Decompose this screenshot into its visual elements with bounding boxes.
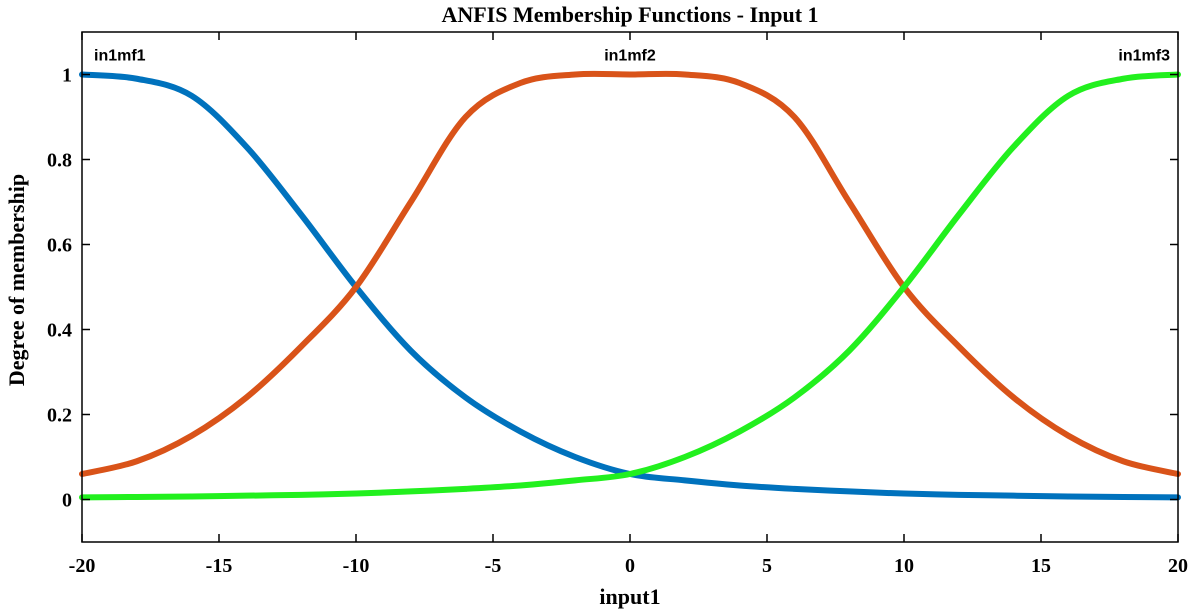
ticks-layer: -20 -15 -10 -5 0 5 10 15 20 0 0.2 0.4 0.6 0.8 1 (47, 32, 1188, 577)
y-axis-title: Degree of membership (4, 174, 29, 386)
mf-label-in1mf2: in1mf2 (604, 48, 656, 65)
chart-title: ANFIS Membership Functions - Input 1 (441, 2, 818, 27)
plot-area (82, 32, 1178, 542)
y-tick-label: 0.6 (47, 235, 72, 257)
x-tick-label: -10 (343, 555, 370, 577)
x-tick-label: -15 (206, 555, 233, 577)
y-tick-label: 1 (62, 65, 72, 87)
x-tick-label: 10 (894, 555, 914, 577)
y-tick-label: 0.2 (47, 405, 72, 427)
mf-label-in1mf3: in1mf3 (1118, 48, 1170, 65)
x-tick-label: -20 (69, 555, 96, 577)
series-line-in1mf2 (79, 70, 1181, 477)
y-tick-label: 0 (62, 490, 72, 512)
labels-layer: ANFIS Membership Functions - Input 1 inp… (4, 2, 819, 609)
x-tick-label: 0 (625, 555, 635, 577)
mf-label-in1mf1: in1mf1 (94, 48, 146, 65)
x-tick-label: -5 (485, 555, 502, 577)
y-tick-label: 0.8 (47, 150, 72, 172)
plot-background (82, 32, 1178, 542)
series-layer (79, 70, 1181, 501)
y-tick-label: 0.4 (47, 320, 72, 342)
x-tick-label: 15 (1031, 555, 1051, 577)
mf-labels-layer: in1mf1 in1mf2 in1mf3 (94, 48, 1170, 65)
x-axis-title: input1 (599, 584, 660, 609)
x-tick-label: 5 (762, 555, 772, 577)
x-tick-label: 20 (1168, 555, 1188, 577)
series-line-in1mf3 (79, 71, 1181, 501)
series-line-in1mf1 (79, 71, 1181, 501)
